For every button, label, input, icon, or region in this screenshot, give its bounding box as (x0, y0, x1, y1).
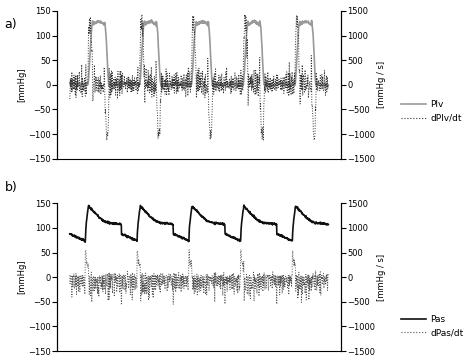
Y-axis label: [mmHg / s]: [mmHg / s] (377, 61, 386, 108)
Legend: Plv, dPlv/dt: Plv, dPlv/dt (397, 97, 465, 126)
Y-axis label: [mmHg]: [mmHg] (18, 68, 27, 102)
Text: b): b) (5, 181, 18, 194)
Legend: Pas, dPas/dt: Pas, dPas/dt (397, 311, 467, 341)
Y-axis label: [mmHg]: [mmHg] (18, 260, 27, 294)
Text: a): a) (5, 18, 18, 31)
Y-axis label: [mmHg / s]: [mmHg / s] (377, 254, 386, 301)
